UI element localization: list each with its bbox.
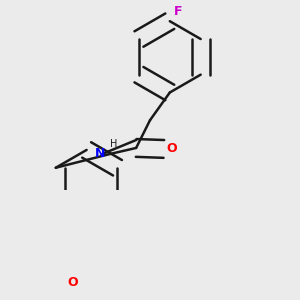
- Text: O: O: [167, 142, 178, 155]
- Text: H: H: [110, 139, 118, 149]
- Text: N: N: [95, 147, 105, 161]
- Text: O: O: [68, 276, 78, 289]
- Text: F: F: [174, 5, 182, 18]
